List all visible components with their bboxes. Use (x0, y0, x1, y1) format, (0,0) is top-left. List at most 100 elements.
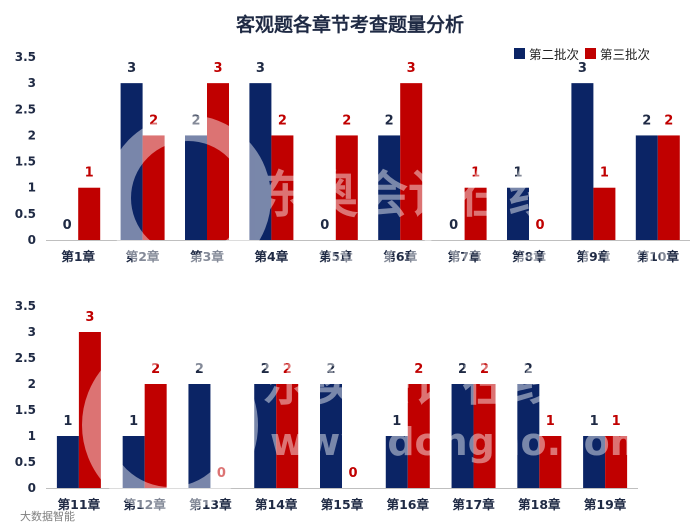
bar-series1 (385, 436, 408, 488)
bar-series2 (207, 83, 229, 241)
bar-series2 (271, 135, 294, 240)
bar-series2 (657, 135, 680, 240)
data-label-series2: 2 (414, 362, 423, 377)
bar-series1 (249, 83, 272, 241)
x-tick-label: 第13章 (189, 497, 232, 512)
y-tick-label: 1 (28, 429, 36, 443)
y-tick-label: 1.5 (15, 155, 36, 169)
x-tick-label: 第17章 (452, 497, 495, 512)
data-label-series1: 1 (590, 414, 599, 429)
bar-series2 (142, 135, 165, 240)
data-label-series1: 1 (63, 414, 72, 429)
data-label-series2: 0 (348, 466, 357, 481)
data-label-series2: 2 (480, 362, 489, 377)
data-label-series1: 2 (326, 362, 335, 377)
bar-series2 (473, 384, 496, 488)
legend-item-series2: 第三批次 (585, 44, 650, 63)
x-tick-label: 第4章 (255, 249, 289, 264)
data-label-series2: 3 (407, 61, 416, 76)
y-tick-label: 3.5 (15, 299, 36, 313)
bar-series2 (335, 135, 358, 240)
bar-series1 (378, 135, 401, 240)
data-label-series1: 3 (256, 61, 265, 76)
bar-series2 (605, 436, 628, 488)
data-label-series1: 2 (191, 113, 200, 128)
bar-series1 (507, 187, 529, 240)
y-tick-label: 3 (28, 76, 36, 90)
chart-title: 客观题各章节考查题量分析 (235, 14, 464, 36)
x-tick-label: 第18章 (518, 497, 561, 512)
y-tick-label: 2 (28, 128, 36, 142)
data-label-series1: 2 (385, 113, 394, 128)
y-tick-label: 1 (28, 181, 36, 195)
bar-series1 (254, 384, 277, 488)
x-tick-label: 第9章 (577, 249, 611, 264)
data-label-series1: 3 (578, 61, 587, 76)
data-label-series2: 2 (664, 113, 673, 128)
data-label-series1: 2 (195, 362, 204, 377)
bar-series2 (78, 187, 101, 240)
data-label-series1: 1 (513, 166, 522, 181)
x-tick-label: 第6章 (383, 249, 417, 264)
y-tick-label: 0 (28, 233, 36, 247)
bar-series1 (185, 135, 207, 240)
y-tick-label: 0.5 (15, 455, 36, 469)
data-label-series2: 1 (546, 414, 555, 429)
bar-series2 (539, 436, 562, 488)
x-tick-label: 第2章 (126, 249, 160, 264)
legend-label-series2: 第三批次 (600, 46, 651, 62)
data-label-series2: 0 (535, 218, 544, 233)
data-label-series1: 0 (320, 218, 329, 233)
y-tick-label: 3.5 (15, 50, 36, 64)
x-tick-label: 第14章 (255, 497, 298, 512)
x-tick-label: 第1章 (61, 249, 95, 264)
bar-series2 (464, 187, 487, 240)
x-tick-label: 第16章 (387, 497, 430, 512)
bar-series1 (122, 436, 145, 488)
x-tick-label: 第5章 (319, 249, 353, 264)
data-label-series1: 1 (392, 414, 401, 429)
y-tick-label: 2.5 (15, 102, 36, 116)
bar-series2 (144, 384, 167, 488)
bar-series1 (56, 436, 79, 488)
data-label-series1: 2 (524, 362, 533, 377)
bar-series2 (593, 187, 616, 240)
y-tick-label: 0.5 (15, 207, 36, 221)
bar-series1 (120, 83, 143, 241)
legend-swatch-series2 (585, 47, 597, 59)
data-label-series1: 2 (458, 362, 467, 377)
data-label-series1: 2 (261, 362, 270, 377)
legend-swatch-series1 (514, 47, 525, 59)
data-label-series2: 0 (217, 466, 226, 481)
bar-series1 (451, 384, 474, 488)
bars-layer: 0 0.5 1 1.5 2 2.5 3 3.5 0 1 第1章 3 2 第2章 2 3 第3章 3 2 第4章 0 2 第5… (15, 50, 690, 512)
y-tick-label: 1.5 (15, 403, 36, 417)
data-label-series2: 2 (283, 362, 292, 377)
legend-item-series1: 第二批次 (514, 44, 579, 63)
data-label-series2: 3 (213, 61, 222, 76)
data-label-series1: 3 (127, 61, 136, 76)
legend-label-series1: 第二批次 (529, 46, 580, 62)
bar-series1 (635, 135, 658, 240)
y-tick-label: 2.5 (15, 351, 36, 365)
bar-series1 (320, 384, 342, 488)
data-label-series2: 2 (149, 113, 158, 128)
x-tick-label: 第12章 (123, 497, 166, 512)
data-label-series2: 2 (151, 362, 160, 377)
bar-series2 (276, 384, 299, 488)
bar-series1 (517, 384, 540, 488)
data-label-series2: 1 (471, 166, 480, 181)
legend: 第二批次 第三批次 (514, 44, 650, 62)
watermark-corner: 大数据智能 (20, 509, 75, 523)
y-tick-label: 2 (28, 377, 36, 391)
data-label-series2: 3 (85, 310, 94, 325)
data-label-series2: 2 (278, 113, 287, 128)
x-tick-label: 第7章 (448, 249, 482, 264)
y-tick-label: 0 (28, 481, 36, 495)
bar-series2 (407, 384, 430, 488)
data-label-series2: 1 (612, 414, 621, 429)
data-label-series1: 2 (642, 113, 651, 128)
data-label-series2: 1 (85, 166, 94, 181)
data-label-series1: 0 (63, 218, 72, 233)
